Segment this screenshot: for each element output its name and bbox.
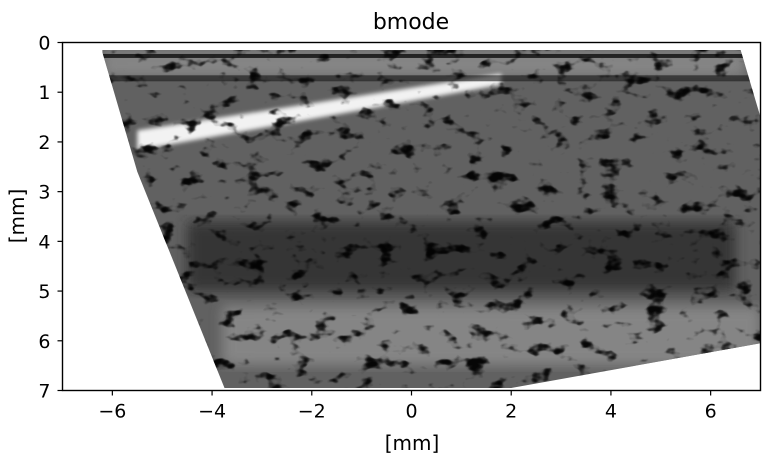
y-tick-label: 6 xyxy=(38,331,50,353)
x-tick-label: 2 xyxy=(505,401,517,423)
x-axis-label: [mm] xyxy=(385,431,440,455)
x-tick-label: −6 xyxy=(98,401,126,423)
axis-ticks: −6 −4 −2 0 2 4 6 0 1 2 3 4 5 6 7 xyxy=(38,33,716,423)
x-tick-label: −2 xyxy=(298,401,326,423)
bmode-image xyxy=(102,50,761,388)
speckle-texture xyxy=(102,50,761,388)
x-tick-label: 4 xyxy=(605,401,617,423)
y-tick-label: 3 xyxy=(38,182,50,204)
x-tick-label: −4 xyxy=(198,401,226,423)
y-tick-label: 0 xyxy=(38,33,50,55)
y-tick-label: 4 xyxy=(38,231,50,253)
y-tick-label: 5 xyxy=(38,281,50,303)
chart-title: bmode xyxy=(373,10,449,35)
y-tick-label: 7 xyxy=(38,381,50,403)
axes-frame xyxy=(61,41,762,392)
y-axis-label: [mm] xyxy=(5,189,29,244)
x-tick-label: 6 xyxy=(705,401,717,423)
x-tick-label: 0 xyxy=(405,401,417,423)
y-tick-label: 1 xyxy=(38,82,50,104)
y-tick-label: 2 xyxy=(38,132,50,154)
